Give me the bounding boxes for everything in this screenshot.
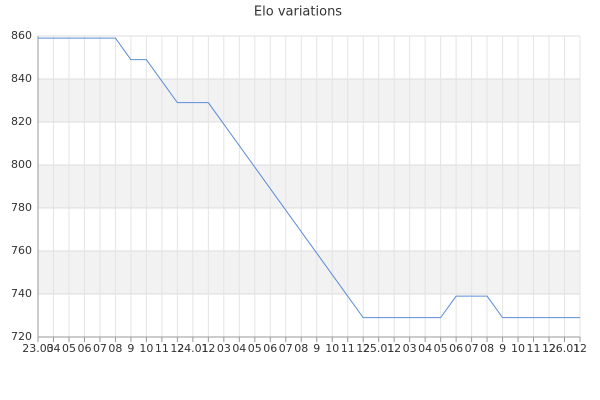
x-tick-label: 04 [232, 342, 246, 355]
x-tick-label: 12 [387, 342, 401, 355]
y-tick-label: 820 [11, 115, 32, 128]
y-tick-label: 740 [11, 287, 32, 300]
x-tick-label: 08 [480, 342, 494, 355]
x-tick-label: 10 [325, 342, 339, 355]
x-tick-label: 12 [201, 342, 215, 355]
y-tick-label: 760 [11, 244, 32, 257]
x-tick-label: 06 [77, 342, 91, 355]
x-tick-label: 11 [155, 342, 169, 355]
x-tick-label: 12 [542, 342, 556, 355]
x-tick-label: 08 [108, 342, 122, 355]
x-tick-label: 12 [170, 342, 184, 355]
x-tick-label: 12 [356, 342, 370, 355]
y-tick-label: 780 [11, 201, 32, 214]
x-tick-label: 11 [341, 342, 355, 355]
x-tick-label: 05 [434, 342, 448, 355]
x-tick-label: 07 [93, 342, 107, 355]
grid-band [38, 165, 580, 208]
x-tick-label: 9 [127, 342, 134, 355]
x-tick-label: 03 [403, 342, 417, 355]
x-tick-label: 06 [449, 342, 463, 355]
grid-band [38, 251, 580, 294]
x-tick-label: 9 [499, 342, 506, 355]
y-tick-label: 860 [11, 29, 32, 42]
x-tick-label: 24.01 [177, 342, 209, 355]
x-tick-label: 04 [418, 342, 432, 355]
x-tick-label: 10 [139, 342, 153, 355]
series-line [38, 37, 580, 319]
x-tick-label: 07 [465, 342, 479, 355]
x-tick-label: 25.01 [363, 342, 395, 355]
x-tick-label: 07 [279, 342, 293, 355]
x-tick-label: 23.03 [22, 342, 54, 355]
x-tick-label: 06 [263, 342, 277, 355]
chart-title: Elo variations [254, 5, 342, 20]
x-tick-label: 26.01 [549, 342, 581, 355]
y-tick-label: 720 [11, 330, 32, 343]
x-tick-label: 12 [573, 342, 587, 355]
x-tick-label: 05 [248, 342, 262, 355]
x-tick-label: 9 [313, 342, 320, 355]
grid-band [38, 79, 580, 122]
x-tick-label: 05 [62, 342, 76, 355]
y-tick-label: 800 [11, 158, 32, 171]
x-tick-label: 03 [217, 342, 231, 355]
x-tick-label: 04 [46, 342, 60, 355]
x-tick-label: 11 [527, 342, 541, 355]
x-tick-label: 08 [294, 342, 308, 355]
x-tick-label: 10 [511, 342, 525, 355]
y-tick-label: 840 [11, 72, 32, 85]
